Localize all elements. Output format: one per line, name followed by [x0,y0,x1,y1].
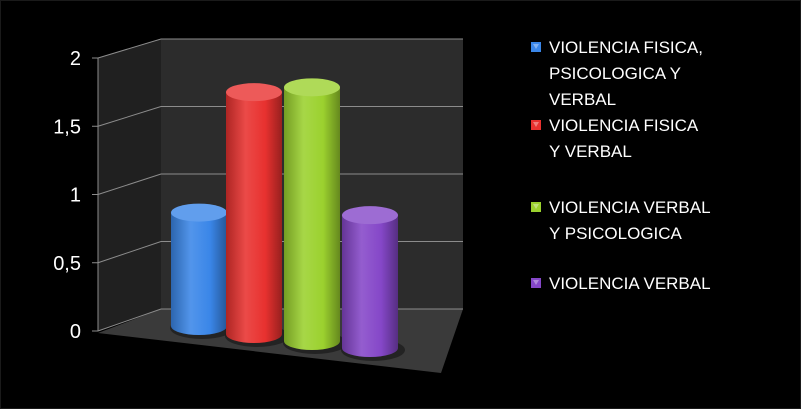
legend-label: VIOLENCIA FISICA, [549,38,703,57]
bar [171,203,227,335]
y-tick-label: 1 [70,185,81,207]
side-wall [98,39,161,331]
legend-label: Y VERBAL [549,142,632,161]
bar-top [342,206,398,225]
bars [171,78,398,357]
y-tick-label: 0 [70,321,81,343]
legend-item: VIOLENCIA VERBAL Y PSICOLOGICA [531,198,711,243]
legend-item: VIOLENCIA FISICA, PSICOLOGICA Y VERBAL [531,38,703,109]
bar-body [284,87,340,350]
bar-top [226,83,282,102]
bar-body [226,92,282,343]
bar-top [284,78,340,97]
legend-label: VERBAL [549,90,616,109]
legend-swatch-highlight [533,122,539,127]
legend-label: VIOLENCIA VERBAL [549,274,711,293]
legend: VIOLENCIA FISICA,PSICOLOGICA YVERBALVIOL… [531,38,711,293]
y-axis-ticks: 0 0,5 1 1,5 2 [53,48,99,343]
legend-label: VIOLENCIA VERBAL [549,198,711,217]
y-tick-label: 1,5 [53,116,81,138]
legend-swatch-highlight [533,44,539,49]
legend-item: VIOLENCIA VERBAL [531,274,711,293]
legend-label: PSICOLOGICA Y [549,64,681,83]
legend-label: Y PSICOLOGICA [549,224,683,243]
bar [284,78,340,350]
legend-swatch-highlight [533,280,539,285]
gridline [97,38,463,59]
bar-body [342,215,398,357]
gridline [97,173,463,195]
y-tick-label: 0,5 [53,253,81,275]
legend-item: VIOLENCIA FISICA Y VERBAL [531,116,699,161]
bar [226,83,282,343]
bar-body [171,212,227,335]
y-tick-label: 2 [70,48,81,70]
legend-swatch-highlight [533,204,539,209]
bar-top [171,203,227,222]
gridline [97,106,463,127]
bar [342,206,398,357]
legend-label: VIOLENCIA FISICA [549,116,699,135]
